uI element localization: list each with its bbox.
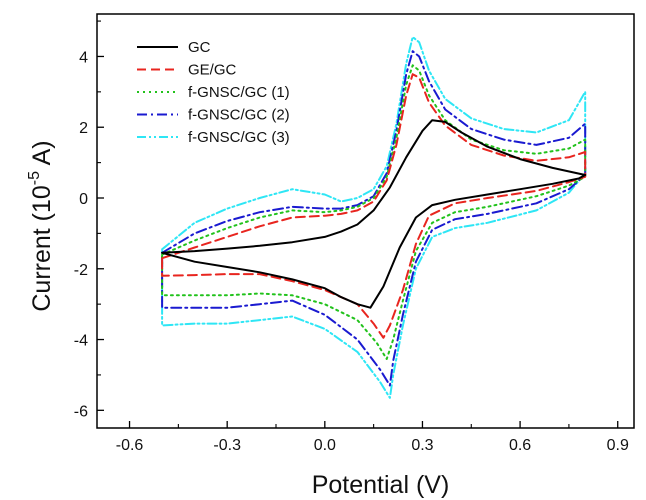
y-tick-label: 0 [79,191,88,208]
x-tick-label: -0.6 [116,437,144,454]
series-line [161,36,587,399]
curves-layer [161,36,587,399]
x-tick-label: 0.3 [411,437,433,454]
x-axis: -0.6 -0.3 0.0 0.3 0.6 0.9 [116,421,629,454]
plot-area [96,13,635,429]
series-line [161,64,587,360]
y-tick-label: -4 [74,333,88,350]
y-tick-label: 4 [79,49,88,66]
legend-label: f-GNSC/GC (1) [188,84,290,101]
legend-label: f-GNSC/GC (2) [188,107,290,124]
series-line [161,50,587,387]
series-line [161,119,587,309]
y-tick-label: -6 [74,403,88,420]
y-axis-title-prefix: Current (10 [28,185,56,311]
x-tick-label: 0.0 [314,437,336,454]
y-axis: -6 -4 -2 0 2 4 [74,20,104,420]
x-tick-label: 0.6 [509,437,531,454]
legend-label: GE/GC [188,62,237,79]
x-axis-title: Potential (V) [312,471,450,499]
x-tick-label: 0.9 [607,437,629,454]
y-axis-title-suffix: A) [28,140,56,171]
legend: GC GE/GC f-GNSC/GC (1) f-GNSC/GC (2) f-GNSC/… [137,39,290,146]
y-tick-label: 2 [79,120,88,137]
y-axis-title-exponent: -5 [26,171,43,185]
legend-label: GC [188,39,211,56]
legend-label: f-GNSC/GC (3) [188,129,290,146]
y-tick-label: -2 [74,262,88,279]
plot-frame [96,13,635,429]
x-tick-label: -0.3 [213,437,241,454]
y-axis-title: Current (10-5 A) [26,140,56,311]
